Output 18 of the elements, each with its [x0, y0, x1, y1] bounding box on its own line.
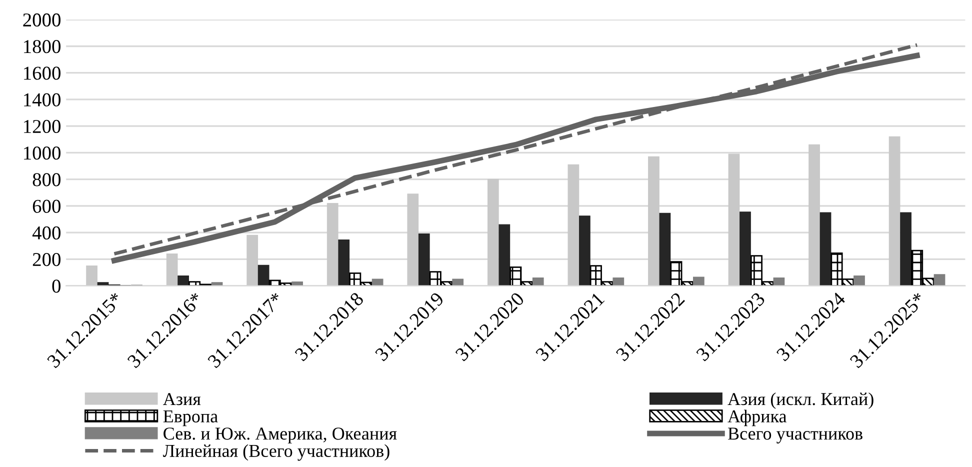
legend-label: Азия (искл. Китай) [728, 392, 874, 409]
y-tick-label: 400 [32, 226, 60, 240]
legend-label: Линейная (Всего участников) [162, 444, 390, 461]
y-tick-label: 200 [32, 253, 60, 266]
legend-label: Африка [728, 410, 787, 426]
legend-label: Азия [163, 393, 201, 406]
legend-label: Сев. и Юж. Америка, Океания [164, 428, 397, 444]
y-tick-label: 800 [32, 173, 60, 186]
y-tick-label: 1200 [24, 120, 60, 134]
y-tick-label: 1600 [24, 66, 60, 80]
legend-label: Всего участников [728, 428, 862, 444]
y-tick-label: 1400 [24, 93, 60, 106]
legend-label: Европа [163, 410, 218, 426]
y-tick-label: 0 [52, 280, 60, 293]
y-tick-label: 2000 [23, 13, 60, 27]
y-tick-label: 1000 [24, 146, 60, 160]
y-tick-label: 1800 [24, 40, 60, 54]
y-tick-label: 600 [32, 200, 60, 213]
